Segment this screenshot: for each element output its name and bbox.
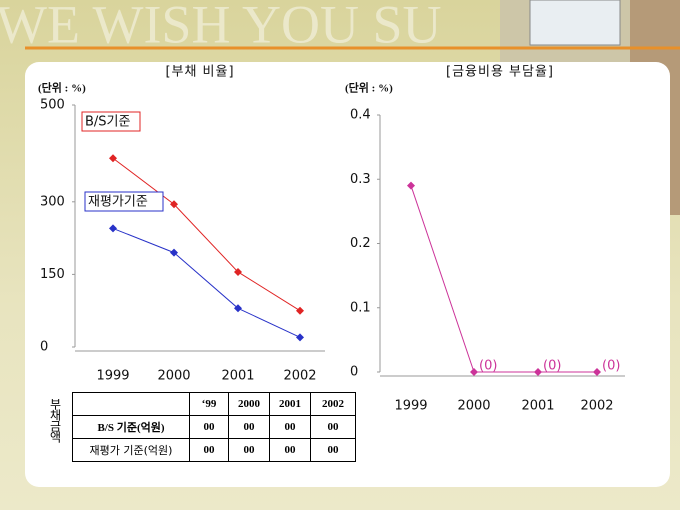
table-corner bbox=[72, 392, 190, 416]
table-cell: 00 bbox=[189, 415, 229, 439]
value-label: (0) bbox=[543, 359, 561, 374]
point bbox=[234, 304, 242, 313]
point bbox=[296, 306, 304, 315]
y-tick-label: 0 bbox=[40, 340, 48, 355]
chart-title: [금융비용 부담율] bbox=[446, 65, 554, 80]
value-label: (0) bbox=[602, 359, 620, 374]
background-text: WE WISH YOU SU bbox=[0, 0, 441, 54]
photo-monitor bbox=[529, 0, 621, 46]
legend-box bbox=[81, 111, 141, 132]
y-tick-label: 0.4 bbox=[350, 108, 371, 123]
point bbox=[470, 368, 478, 376]
table: ‘99 2000 2001 2002 B/S 기준(억원) 00 00 00 0… bbox=[72, 392, 356, 462]
table-cell: 00 bbox=[269, 415, 311, 439]
x-tick-label: 1999 bbox=[394, 399, 427, 414]
y-tick-label: 500 bbox=[40, 98, 65, 113]
chart-title: [부채 비율] bbox=[165, 65, 234, 80]
legend-box bbox=[84, 191, 164, 212]
x-tick-label: 1999 bbox=[96, 369, 129, 384]
series-line bbox=[112, 157, 301, 312]
x-tick-label: 2000 bbox=[157, 369, 190, 384]
value-label: (0) bbox=[479, 359, 497, 374]
table-header: ‘99 2000 2001 2002 bbox=[72, 392, 356, 416]
x-tick-label: 2002 bbox=[580, 399, 613, 414]
table-cell: 00 bbox=[269, 438, 311, 462]
y-tick-label: 0 bbox=[350, 365, 358, 380]
x-tick-label: 2000 bbox=[457, 399, 490, 414]
legend-label: B/S기준 bbox=[85, 115, 131, 130]
x-tick-label: 2001 bbox=[221, 369, 254, 384]
table-header-cell: 2001 bbox=[269, 392, 311, 416]
table-cell: 00 bbox=[189, 438, 229, 462]
table-row: 재평가 기준(억원) 00 00 00 00 bbox=[72, 438, 356, 462]
table-header-cell: 2000 bbox=[228, 392, 270, 416]
table-row: B/S 기준(억원) 00 00 00 00 bbox=[72, 415, 356, 439]
content-panel bbox=[25, 62, 670, 487]
table-cell: 00 bbox=[228, 415, 270, 439]
y-tick-label: 0.1 bbox=[350, 300, 371, 315]
series-line bbox=[410, 185, 597, 373]
table-cell: 재평가 기준(억원) bbox=[72, 438, 190, 462]
y-tick-label: 0.3 bbox=[350, 172, 371, 187]
table-header-cell: 2002 bbox=[310, 392, 356, 416]
point bbox=[109, 154, 117, 163]
y-tick-label: 300 bbox=[40, 194, 65, 209]
table-header-cell: ‘99 bbox=[189, 392, 229, 416]
x-tick-label: 2001 bbox=[521, 399, 554, 414]
series-line bbox=[112, 227, 301, 338]
point bbox=[170, 200, 178, 209]
y-tick-label: 150 bbox=[40, 267, 65, 282]
y-tick-label: 0.2 bbox=[350, 236, 371, 251]
unit-label: (단위 : %) bbox=[38, 81, 86, 95]
unit-label: (단위 : %) bbox=[345, 81, 393, 95]
table-side-label: 부채금액 bbox=[48, 398, 62, 442]
table-cell: 00 bbox=[228, 438, 270, 462]
point bbox=[407, 181, 415, 190]
point bbox=[296, 333, 304, 342]
table-cell: B/S 기준(억원) bbox=[72, 415, 190, 439]
x-tick-label: 2002 bbox=[283, 369, 316, 384]
point bbox=[234, 267, 242, 276]
table-cell: 00 bbox=[310, 415, 356, 439]
point bbox=[534, 368, 542, 376]
point bbox=[593, 368, 601, 376]
legend-label: 재평가기준 bbox=[88, 195, 148, 210]
point bbox=[109, 224, 117, 233]
point bbox=[170, 248, 178, 257]
table-cell: 00 bbox=[310, 438, 356, 462]
